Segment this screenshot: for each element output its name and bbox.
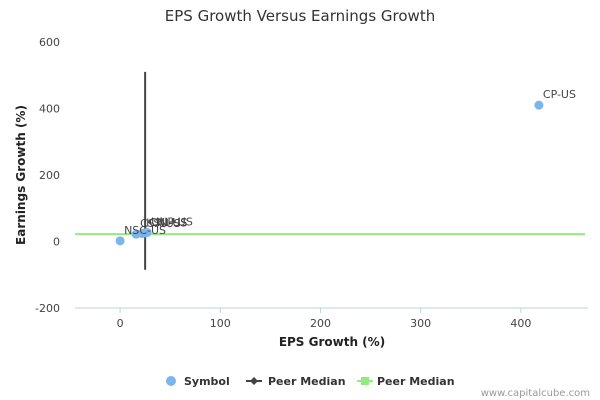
scatter-point[interactable]: [115, 236, 125, 246]
legend-item-peer-median-y[interactable]: Peer Median: [357, 375, 455, 388]
x-tick-label: 0: [117, 317, 124, 330]
point-label: NSC-US: [124, 224, 166, 237]
point-label: KSU-US: [146, 217, 187, 230]
x-tick-label: 200: [310, 317, 331, 330]
x-tick-label: 100: [210, 317, 231, 330]
plot-area: 0 100 200 300 400 -200 0 200 400 600 CP-US NSC-US…: [35, 36, 588, 330]
legend-symbol-marker: [166, 376, 176, 386]
y-tick-label: 0: [53, 236, 60, 249]
x-axis-ticks: 0 100 200 300 400: [117, 308, 531, 330]
legend-item-peer-median-x[interactable]: Peer Median: [246, 375, 346, 388]
legend-median-x-label: Peer Median: [268, 375, 346, 388]
y-tick-label: 200: [39, 169, 60, 182]
point-label: CP-US: [543, 88, 576, 101]
legend-median-y-marker: [361, 377, 369, 385]
scatter-point[interactable]: [534, 100, 544, 110]
y-tick-label: -200: [35, 302, 60, 315]
y-tick-label: 600: [39, 36, 60, 49]
legend-item-symbol[interactable]: Symbol: [166, 375, 230, 388]
chart-title: EPS Growth Versus Earnings Growth: [165, 7, 435, 25]
y-axis-title: Earnings Growth (%): [14, 105, 28, 245]
x-tick-label: 300: [410, 317, 431, 330]
point-label: UNP-US: [151, 216, 193, 229]
point-label: CSX-US: [140, 217, 181, 230]
x-axis-title: EPS Growth (%): [279, 335, 385, 349]
y-tick-label: 400: [39, 103, 60, 116]
point-label: CNI-US: [149, 216, 187, 229]
y-axis-ticks: -200 0 200 400 600: [35, 36, 60, 315]
scatter-point[interactable]: [142, 228, 152, 238]
legend-median-y-label: Peer Median: [377, 375, 455, 388]
credit-text: www.capitalcube.com: [481, 388, 590, 399]
x-tick-label: 400: [510, 317, 531, 330]
legend-median-x-marker: [250, 377, 258, 385]
legend: Symbol Peer Median Peer Median: [166, 375, 455, 388]
legend-symbol-label: Symbol: [184, 375, 230, 388]
